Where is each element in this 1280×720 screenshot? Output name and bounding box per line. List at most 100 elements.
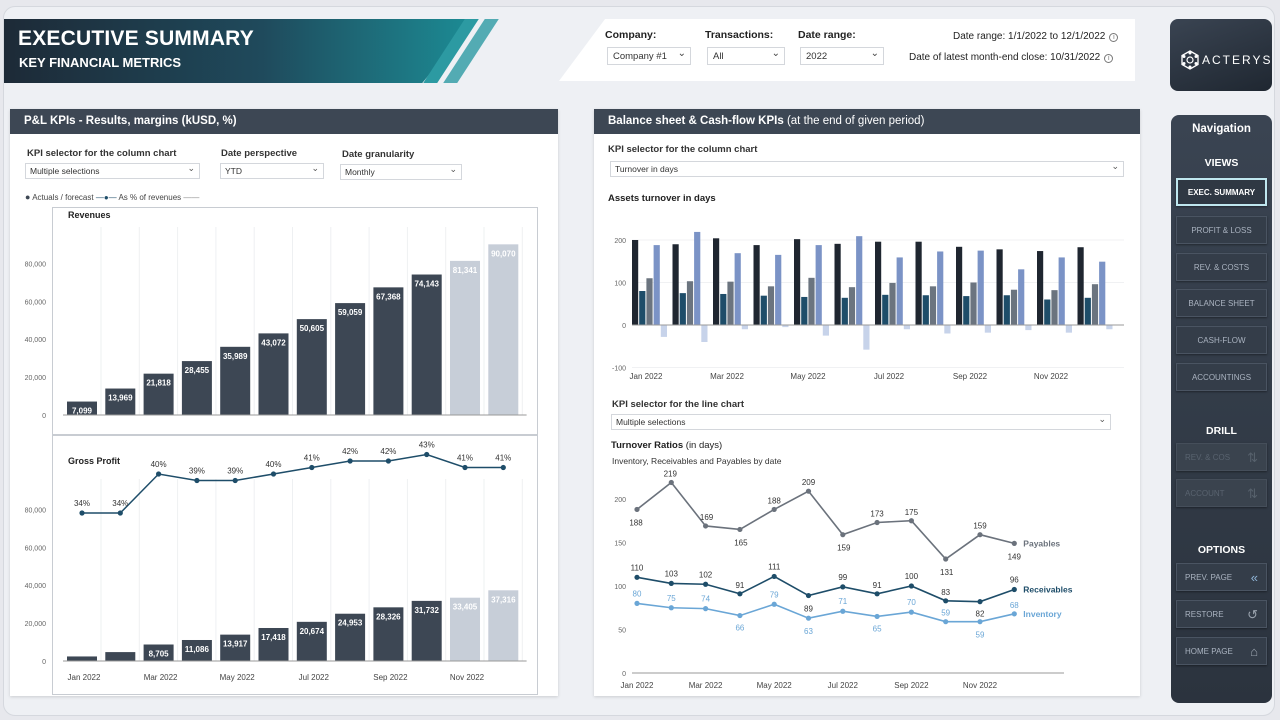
revenue-value-label: 7,099	[72, 407, 93, 416]
pct-point	[117, 510, 123, 516]
prev-page-button[interactable]: PREV. PAGE «	[1176, 563, 1267, 591]
ratio-point	[634, 600, 640, 606]
gross-profit-bar	[220, 634, 251, 661]
gross-profit-bar	[411, 600, 442, 661]
prev-page-label: PREV. PAGE	[1185, 573, 1233, 582]
turnover-bar	[996, 249, 1003, 325]
gross-profit-bar	[181, 639, 212, 661]
nav-title: Navigation	[1192, 123, 1251, 135]
drill-rev-cos-button[interactable]: REV. & COS ⇅	[1176, 443, 1267, 471]
turnover-bar	[632, 240, 639, 325]
turnover-bar	[672, 244, 679, 325]
daterange-select[interactable]: 2022 ⌄	[800, 47, 884, 65]
ratio-point	[668, 605, 674, 611]
turnover-bar	[915, 241, 922, 325]
nav-exec-summary[interactable]: EXEC. SUMMARY	[1176, 178, 1267, 206]
revenue-bar	[67, 401, 97, 415]
company-select[interactable]: Company #1 ⌄	[607, 47, 691, 65]
turnover-bar	[848, 287, 856, 325]
nav-cash-flow[interactable]: CASH-FLOW	[1176, 326, 1267, 354]
info-icon[interactable]: i	[1104, 54, 1114, 63]
gross-profit-value-label: 17,418	[261, 633, 286, 642]
turnover-bar	[815, 245, 822, 325]
drill-account-button[interactable]: ACCOUNT ⇅	[1176, 479, 1267, 507]
ratio-point	[943, 598, 949, 604]
ratio-point	[840, 584, 846, 590]
revenue-value-label: 74,143	[414, 280, 439, 289]
nav-balance-sheet[interactable]: BALANCE SHEET	[1176, 289, 1267, 317]
restore-button[interactable]: RESTORE ↺	[1176, 600, 1267, 628]
ratio-series-line	[636, 575, 1015, 603]
gross-profit-value-label: 8,705	[149, 650, 170, 659]
turnover-bar	[1037, 251, 1044, 325]
pct-label: 41%	[304, 454, 320, 463]
x-tick-label: May 2022	[790, 372, 826, 381]
y-tick-label: 0	[622, 671, 626, 678]
home-page-button[interactable]: HOME PAGE ⌂	[1176, 637, 1267, 665]
ratio-value-label: 80	[633, 589, 642, 598]
logo-text: ACTERYS	[1202, 53, 1273, 67]
ratio-point	[703, 606, 709, 612]
revenue-bar	[296, 319, 327, 415]
ratios-title-main: Turnover Ratios	[611, 440, 684, 451]
ratios-chart-title: Turnover Ratios (in days)	[611, 440, 722, 451]
ratio-point	[703, 581, 709, 587]
pct-label: 39%	[227, 467, 243, 476]
ratio-value-label: 68	[1010, 601, 1019, 610]
daterange-filter-label: Date range:	[798, 29, 856, 41]
pct-label: 34%	[74, 499, 90, 508]
ratio-point	[908, 609, 914, 615]
ratio-point	[771, 573, 777, 580]
ratio-point	[840, 532, 846, 538]
gross-profit-bar	[450, 597, 480, 661]
page-title: EXECUTIVE SUMMARY	[18, 27, 254, 50]
turnover-bar	[1099, 261, 1106, 325]
legend-pct: As % of revenues	[118, 193, 182, 202]
turnover-bar	[822, 325, 829, 336]
kpi-selector-dropdown[interactable]: Multiple selections ⌄	[25, 163, 200, 179]
latest-close-info: Date of latest month-end close: 10/31/20…	[909, 52, 1114, 63]
pct-point	[500, 464, 506, 471]
ratio-value-label: 159	[837, 544, 851, 553]
ratio-point	[805, 615, 812, 621]
nav-rev-costs[interactable]: REV. & COSTS	[1176, 253, 1267, 281]
revenue-bar	[143, 373, 174, 415]
nav-profit-loss[interactable]: PROFIT & LOSS	[1176, 216, 1267, 244]
revenue-bar	[450, 260, 480, 415]
double-chevron-left-icon: «	[1250, 570, 1258, 585]
turnover-bar	[1084, 297, 1091, 325]
x-tick-label: Jul 2022	[299, 673, 330, 682]
bs-kpi-selector-dropdown[interactable]: Turnover in days ⌄	[610, 161, 1124, 177]
date-range-text: Date range: 1/1/2022 to 12/1/2022	[953, 31, 1106, 42]
ratio-point	[977, 532, 983, 538]
revenue-value-label: 35,989	[223, 352, 248, 361]
y-tick-label: 100	[614, 584, 626, 591]
turnover-bar	[639, 291, 646, 325]
daterange-select-value: 2022	[806, 51, 828, 62]
date-granularity-dropdown[interactable]: Monthly ⌄	[340, 164, 462, 180]
turnover-bar	[1003, 295, 1010, 325]
info-icon[interactable]: i	[1109, 33, 1119, 42]
pct-point	[462, 464, 468, 471]
transactions-select[interactable]: All ⌄	[707, 47, 785, 65]
turnover-bar	[937, 251, 944, 325]
nav-accountings[interactable]: ACCOUNTINGS	[1176, 363, 1267, 391]
turnover-bar	[794, 239, 801, 325]
ratio-point	[805, 592, 812, 599]
turnover-bar	[660, 325, 667, 337]
series-name-label: Inventory	[1023, 609, 1062, 619]
ratio-value-label: 59	[941, 609, 950, 618]
y-tick-label: 60,000	[25, 299, 47, 306]
turnover-bar	[889, 282, 896, 325]
pct-point	[385, 458, 391, 464]
turnover-bar	[1065, 325, 1072, 333]
ratio-value-label: 74	[701, 595, 710, 604]
x-tick-label: Jan 2022	[68, 673, 101, 682]
date-perspective-dropdown[interactable]: YTD ⌄	[220, 163, 324, 179]
series-name-label: Receivables	[1023, 584, 1072, 594]
turnover-bar	[863, 325, 870, 350]
pct-point	[309, 464, 315, 471]
line-kpi-selector-dropdown[interactable]: Multiple selections ⌄	[611, 414, 1111, 430]
pct-label: 34%	[112, 499, 128, 508]
turnover-bar	[1051, 290, 1058, 325]
